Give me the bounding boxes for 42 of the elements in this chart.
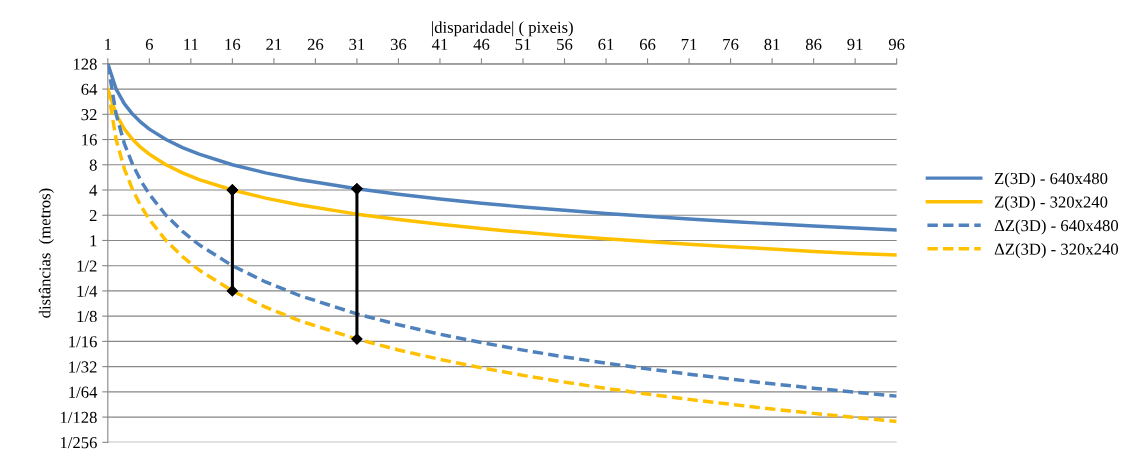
y-tick-label: 16	[82, 134, 97, 146]
x-tick-label: 96	[888, 38, 905, 51]
y-tick-label: 1/128	[60, 411, 97, 424]
y-tick-label: 4	[89, 184, 98, 196]
x-tick-label: 56	[557, 38, 573, 51]
x-tick-label: 86	[805, 38, 822, 51]
y-tick-label: 1/8	[77, 310, 97, 323]
x-tick-label: 76	[723, 38, 739, 51]
y-tick-label: 1	[90, 235, 97, 247]
y-tick-label: 1/4	[77, 285, 98, 297]
x-tick-label: 21	[266, 38, 282, 50]
x-tick-label: 51	[515, 38, 531, 51]
x-tick-label: 66	[639, 38, 656, 51]
legend-label: ΔZ(3D) - 320x240	[994, 243, 1119, 259]
x-tick-label: 26	[307, 38, 324, 51]
legend-label: Z(3D) - 640x480	[994, 172, 1108, 188]
x-tick-label: 16	[225, 38, 241, 51]
x-tick-label: 91	[847, 38, 863, 51]
x-tick-label: 31	[349, 38, 365, 51]
y-tick-label: 64	[81, 83, 98, 96]
y-tick-label: 1/256	[60, 437, 97, 449]
y-tick-label: 1/2	[77, 260, 97, 272]
legend-label: Z(3D) - 320x240	[994, 195, 1108, 212]
y-tick-label: 1/64	[69, 386, 98, 398]
x-tick-label: 61	[598, 38, 614, 51]
x-tick-label: 6	[145, 38, 154, 51]
y-tick-label: 128	[73, 58, 97, 70]
x-tick-label: 41	[431, 38, 448, 50]
y-tick-label: 8	[89, 159, 97, 171]
x-axis-title: |disparidade| ( pixeis)	[432, 21, 573, 37]
x-tick-label: 36	[390, 38, 407, 51]
x-tick-label: 1	[105, 38, 111, 50]
legend-label: ΔZ(3D) - 640x480	[994, 219, 1119, 235]
x-tick-label: 81	[764, 38, 780, 51]
y-tick-label: 1/16	[69, 336, 97, 348]
y-tick-label: 32	[81, 109, 97, 121]
x-tick-label: 71	[681, 38, 697, 50]
y-tick-label: 2	[89, 209, 97, 222]
y-axis-title: distâncias (metros)	[38, 188, 54, 318]
y-tick-label: 1/32	[69, 361, 97, 373]
x-tick-label: 46	[473, 38, 490, 51]
x-tick-label: 11	[184, 38, 198, 50]
